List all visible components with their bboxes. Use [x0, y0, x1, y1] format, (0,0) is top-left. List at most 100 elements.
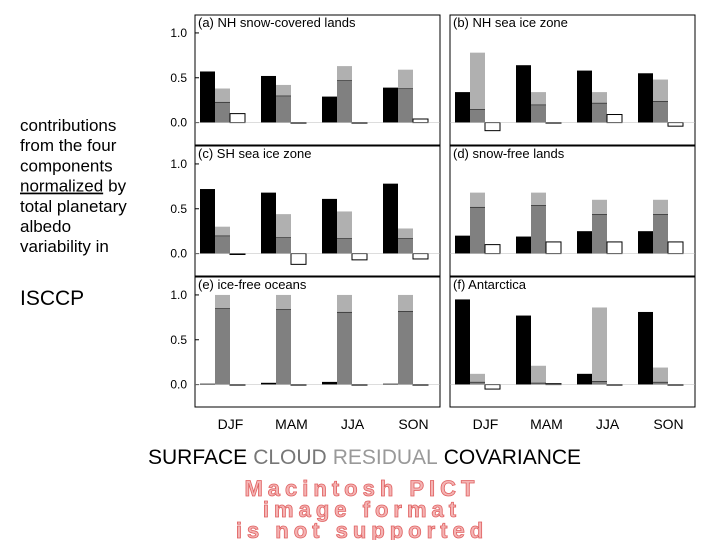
x-tick-label: MAM — [530, 416, 563, 432]
bar — [516, 236, 531, 254]
bar — [215, 226, 230, 236]
bar — [470, 206, 485, 254]
bar — [276, 214, 291, 238]
bar — [531, 92, 546, 105]
bar — [592, 307, 607, 381]
bar — [531, 382, 546, 385]
bar — [337, 66, 352, 81]
bar — [653, 367, 668, 382]
bar — [276, 294, 291, 310]
bar — [383, 183, 398, 254]
x-tick-label: DJF — [473, 416, 499, 432]
panel-title: (c) SH sea ice zone — [198, 146, 311, 161]
bar — [412, 118, 429, 124]
caption-line: normalized by — [20, 177, 127, 196]
bar — [592, 92, 607, 103]
bar — [470, 373, 485, 382]
bar — [398, 238, 413, 254]
bar — [516, 315, 531, 385]
bar — [638, 311, 653, 385]
bar — [398, 228, 413, 239]
pict-notice: is not supported — [236, 518, 488, 540]
x-tick-label: JJA — [341, 416, 365, 432]
bar — [653, 199, 668, 215]
bar — [398, 88, 413, 123]
y-tick-label: 1.0 — [170, 26, 187, 40]
bar — [592, 381, 607, 385]
bar — [383, 383, 398, 385]
y-tick-label: 0.0 — [170, 378, 187, 392]
bar — [398, 294, 413, 312]
bar — [531, 205, 546, 254]
bar — [455, 299, 470, 385]
x-tick-label: JJA — [596, 416, 620, 432]
caption-line: components — [20, 156, 113, 175]
bar — [261, 75, 276, 123]
bar — [215, 101, 230, 123]
bar — [383, 87, 398, 123]
bar — [592, 214, 607, 254]
bar — [667, 122, 684, 127]
bar — [667, 241, 684, 255]
bar — [412, 253, 429, 260]
bar — [455, 92, 470, 123]
pict-notice: Macintosh PICT — [244, 476, 479, 501]
y-tick-label: 0.0 — [170, 116, 187, 130]
bar — [653, 381, 668, 385]
bar — [337, 238, 352, 254]
bar — [638, 231, 653, 254]
bar — [200, 189, 215, 254]
legend-entry: SURFACE — [148, 446, 247, 469]
bar — [322, 198, 337, 254]
bar — [337, 311, 352, 385]
legend-entry: CLOUD — [253, 446, 327, 469]
caption-underlined: normalized — [20, 177, 103, 196]
legend-entry: COVARIANCE — [444, 446, 581, 469]
caption-line: variability in — [20, 237, 109, 256]
bar — [276, 237, 291, 254]
bar — [229, 113, 246, 124]
bar — [531, 365, 546, 383]
bar — [215, 294, 230, 309]
y-tick-label: 0.5 — [170, 71, 187, 85]
bar — [470, 52, 485, 110]
x-tick-label: SON — [653, 416, 683, 432]
bar — [322, 96, 337, 123]
bar — [516, 65, 531, 123]
panel-title: (d) snow-free lands — [453, 146, 565, 161]
panel-title: (a) NH snow-covered lands — [198, 15, 356, 30]
bar — [276, 84, 291, 96]
bar — [577, 373, 592, 385]
bar — [215, 88, 230, 102]
bar — [653, 79, 668, 102]
legend-entry: RESIDUAL — [333, 446, 438, 469]
y-tick-label: 0.0 — [170, 247, 187, 261]
bar — [484, 244, 501, 255]
bar — [592, 102, 607, 123]
panel-frame — [194, 145, 441, 277]
y-tick-label: 1.0 — [170, 288, 187, 302]
bar — [337, 80, 352, 123]
bar — [276, 95, 291, 123]
panel-title: (b) NH sea ice zone — [453, 15, 568, 30]
caption-line: total planetary — [20, 197, 127, 216]
bar — [606, 114, 623, 124]
bar — [455, 235, 470, 254]
caption-line: albedo — [20, 217, 71, 236]
bar — [545, 241, 562, 255]
bar — [531, 192, 546, 206]
bar — [215, 235, 230, 254]
bar — [337, 294, 352, 312]
caption-rest: by — [108, 177, 126, 196]
y-tick-label: 0.5 — [170, 333, 187, 347]
x-tick-label: DJF — [218, 416, 244, 432]
bar — [337, 211, 352, 239]
x-tick-label: MAM — [275, 416, 308, 432]
bar — [470, 192, 485, 207]
bar — [322, 381, 337, 385]
bar — [592, 199, 607, 215]
bar — [261, 192, 276, 254]
caption-line: from the four — [20, 136, 117, 155]
y-tick-label: 1.0 — [170, 157, 187, 171]
